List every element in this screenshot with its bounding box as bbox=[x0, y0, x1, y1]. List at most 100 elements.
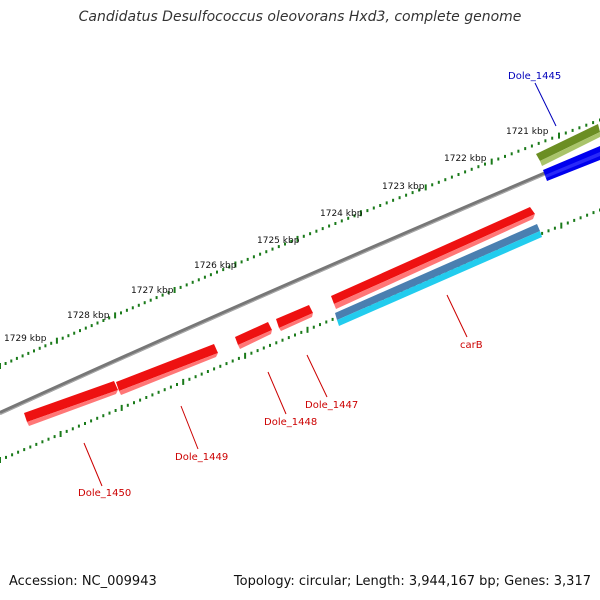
scale-dot bbox=[47, 437, 50, 441]
scale-dot bbox=[203, 275, 206, 279]
scale-dot bbox=[120, 311, 122, 315]
scale-dot bbox=[185, 283, 188, 287]
scale-dot bbox=[566, 221, 569, 225]
scale-dot bbox=[353, 214, 356, 218]
gene-dole-1448[interactable] bbox=[235, 322, 272, 349]
scale-dot bbox=[553, 226, 556, 230]
scale-dot bbox=[219, 364, 222, 368]
scale-dot bbox=[77, 424, 80, 428]
scale-dot bbox=[312, 325, 315, 329]
gene-label-dole-1447: Dole_1447 bbox=[305, 400, 358, 411]
scale-dot bbox=[17, 450, 20, 454]
scale-dot bbox=[315, 229, 318, 233]
scale-dot bbox=[294, 333, 296, 337]
scale-dot bbox=[309, 232, 312, 236]
gene-dole-1447[interactable] bbox=[276, 305, 313, 331]
gene-dole-1445[interactable] bbox=[543, 146, 600, 181]
scale-dot bbox=[84, 422, 86, 425]
scale-dot bbox=[237, 356, 240, 360]
scale-dot bbox=[35, 442, 38, 446]
map-title: Candidatus Desulfococcus oleovorans Hxd3… bbox=[78, 9, 522, 25]
scale-dot bbox=[359, 210, 362, 217]
scale-dot bbox=[541, 231, 544, 235]
scale-dot bbox=[73, 331, 76, 335]
scale-dot bbox=[65, 429, 68, 433]
scale-dot bbox=[306, 326, 309, 333]
scale-dot bbox=[137, 303, 140, 307]
scale-dot bbox=[340, 219, 343, 223]
scale-dot bbox=[366, 209, 369, 213]
scale-dot bbox=[586, 213, 589, 217]
scale-dot bbox=[325, 320, 328, 324]
scale-dot bbox=[102, 319, 105, 322]
scale-dot bbox=[108, 411, 111, 415]
scale-dot bbox=[328, 224, 331, 228]
scale-dot bbox=[269, 343, 271, 347]
leader-lines bbox=[83, 82, 557, 487]
gene-labels: Dole_1445 carB Dole_1447 Dole_1448 Dole_… bbox=[78, 71, 561, 499]
scale-dot bbox=[114, 312, 117, 319]
scale-dot bbox=[169, 385, 172, 389]
scale-dot bbox=[194, 375, 197, 379]
scale-dot bbox=[470, 167, 473, 171]
scale-dot bbox=[155, 296, 158, 300]
scale-dot bbox=[334, 222, 337, 225]
scale-dot bbox=[231, 359, 234, 363]
scale-dot bbox=[200, 372, 203, 376]
scale-dot bbox=[102, 414, 105, 418]
scale-dot bbox=[197, 278, 200, 282]
scale-dot bbox=[41, 440, 44, 444]
scale-dot bbox=[530, 144, 533, 148]
scale-dot bbox=[149, 298, 152, 302]
scale-dot bbox=[15, 356, 18, 360]
scale-dot bbox=[209, 273, 212, 277]
scale-dot bbox=[182, 378, 185, 385]
scale-dot bbox=[571, 128, 574, 132]
scale-dot bbox=[296, 235, 299, 242]
scale-dot bbox=[161, 293, 164, 297]
scale-dot bbox=[157, 390, 160, 394]
scale-dot bbox=[275, 341, 278, 345]
scale-dot bbox=[457, 173, 460, 176]
scale-dot bbox=[331, 317, 334, 321]
scale-dot bbox=[151, 393, 154, 397]
scale-dot bbox=[145, 396, 148, 399]
scale-dot bbox=[558, 132, 560, 139]
scale-dot bbox=[464, 170, 467, 174]
scale-dot bbox=[126, 403, 129, 407]
scale-dot bbox=[560, 222, 563, 229]
scale-dot bbox=[108, 316, 111, 320]
scale-dot bbox=[163, 388, 166, 392]
scale-dot bbox=[120, 404, 123, 411]
scale-dot bbox=[55, 337, 58, 344]
scale-dot bbox=[10, 359, 13, 363]
scale-dot bbox=[0, 457, 1, 463]
scale-dot bbox=[173, 287, 176, 293]
scale-dot bbox=[79, 329, 81, 333]
scale-dot bbox=[246, 257, 249, 261]
scale-dot bbox=[191, 280, 194, 284]
scale-dot bbox=[67, 334, 70, 338]
scale-dot bbox=[504, 154, 506, 158]
gene-carb[interactable] bbox=[331, 207, 535, 309]
scale-dot bbox=[277, 245, 280, 249]
scale-dot bbox=[385, 201, 388, 205]
topology-text: Topology: circular; Length: 3,944,167 bp… bbox=[233, 574, 591, 589]
scale-dot bbox=[50, 341, 53, 345]
scale-dot bbox=[139, 398, 142, 402]
scale-dot bbox=[579, 216, 582, 220]
scale-dot bbox=[544, 139, 547, 143]
scale-dot bbox=[133, 401, 135, 405]
scale-dot bbox=[259, 252, 262, 256]
accession-text: Accession: NC_009943 bbox=[9, 574, 157, 589]
gene-dole-1450[interactable] bbox=[24, 381, 118, 426]
scale-dot bbox=[167, 291, 170, 294]
scale-dot bbox=[497, 157, 500, 161]
scale-dot bbox=[450, 175, 453, 179]
gene-dole-1449[interactable] bbox=[116, 344, 218, 395]
tick-label: 1721 kbp bbox=[506, 127, 549, 137]
tick-label: 1729 kbp bbox=[4, 334, 47, 344]
scale-dot bbox=[551, 136, 554, 140]
scale-dot bbox=[437, 180, 440, 184]
